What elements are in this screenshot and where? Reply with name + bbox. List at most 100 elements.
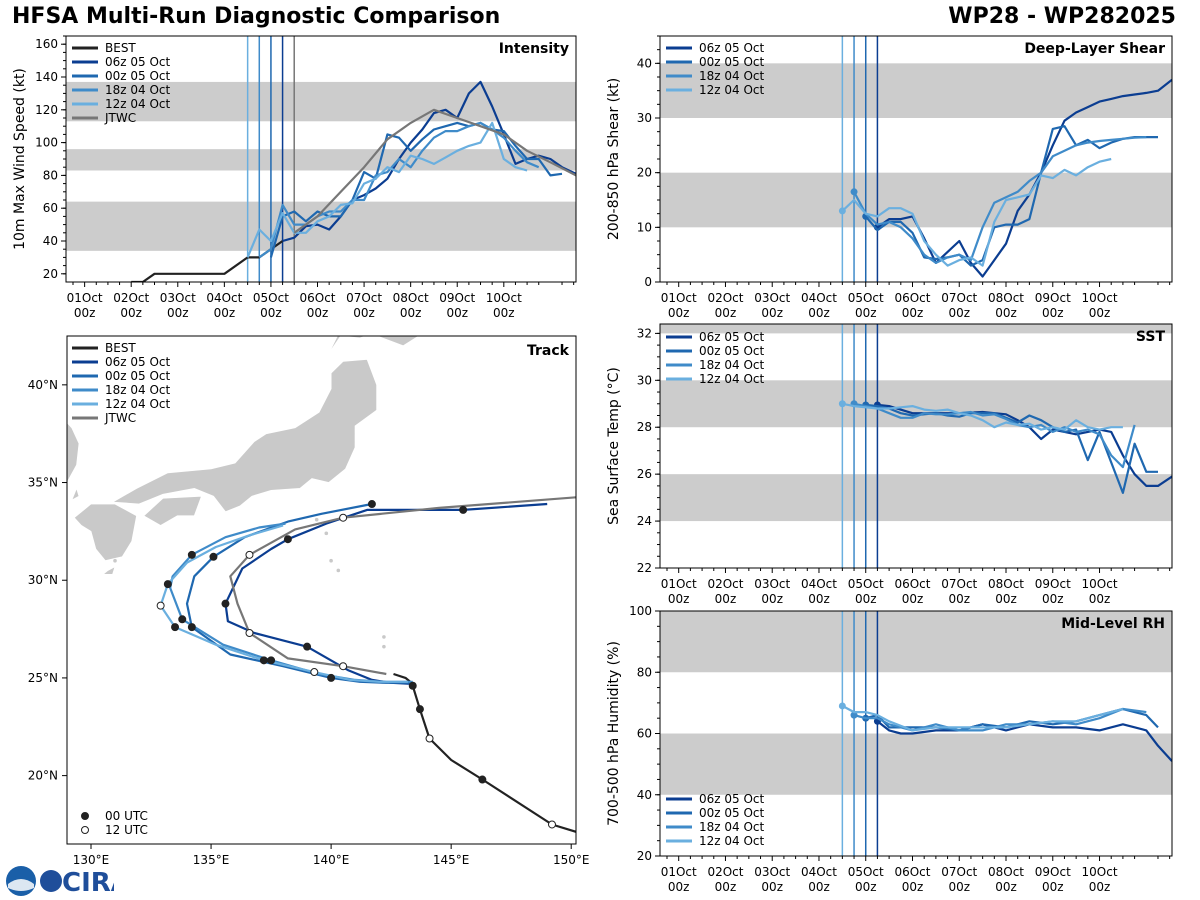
shear-ytick-label: 30 bbox=[637, 111, 652, 125]
track-marker-00utc bbox=[187, 623, 196, 632]
track-marker-legend-label: 00 UTC bbox=[105, 809, 148, 823]
sst-xtick-label-hour: 00z bbox=[668, 592, 690, 606]
shear-xtick-label-hour: 00z bbox=[855, 306, 877, 320]
intensity-xtick-label-hour: 00z bbox=[446, 306, 468, 320]
land-shape-1 bbox=[143, 495, 203, 526]
track-marker-legend-symbol bbox=[81, 826, 89, 834]
sst-ytick-label: 26 bbox=[637, 467, 652, 481]
track-plot-area bbox=[67, 336, 594, 833]
rh-xtick-label-hour: 00z bbox=[1042, 880, 1064, 894]
track-marker-00utc bbox=[209, 552, 218, 561]
track-ytick-label: 35°N bbox=[28, 476, 58, 490]
rh-panel: 2040608010001Oct00z02Oct00z03Oct00z04Oct… bbox=[606, 604, 1173, 894]
track-marker-00utc bbox=[283, 535, 292, 544]
intensity-legend-label: BEST bbox=[105, 41, 136, 55]
track-marker-00utc bbox=[187, 550, 196, 559]
rh-xtick-label: 03Oct bbox=[754, 865, 790, 879]
track-marker-12utc bbox=[339, 662, 348, 671]
sst-xtick-label: 04Oct bbox=[801, 577, 837, 591]
track-marker-00utc bbox=[367, 500, 376, 509]
track-marker-00utc bbox=[221, 599, 230, 608]
shear-ytick-label: 20 bbox=[637, 166, 652, 180]
shear-xtick-label: 01Oct bbox=[661, 291, 697, 305]
track-marker-12utc bbox=[587, 493, 594, 500]
track-marker-00utc bbox=[163, 580, 172, 589]
track-marker-00utc bbox=[178, 615, 187, 624]
sst-xtick-label-hour: 00z bbox=[855, 592, 877, 606]
rh-ytick-label: 60 bbox=[637, 727, 652, 741]
shear-band-0 bbox=[660, 172, 1172, 228]
rh-series-06z-05-oct bbox=[876, 720, 1172, 762]
intensity-xtick-label-hour: 00z bbox=[353, 306, 375, 320]
rh-start-point-12z-04-oct bbox=[838, 702, 846, 710]
rh-start-point-18z-04-oct bbox=[850, 711, 858, 719]
sst-xtick-label-hour: 00z bbox=[1042, 592, 1064, 606]
rh-xtick-label-hour: 00z bbox=[715, 880, 737, 894]
intensity-legend-label: 06z 05 Oct bbox=[105, 55, 171, 69]
intensity-ytick-label: 60 bbox=[43, 201, 58, 215]
rh-ytick-label: 40 bbox=[637, 788, 652, 802]
globe-icon bbox=[40, 870, 62, 892]
sst-ytick-label: 24 bbox=[637, 514, 652, 528]
sst-xtick-label: 03Oct bbox=[754, 577, 790, 591]
shear-xtick-label-hour: 00z bbox=[761, 306, 783, 320]
track-marker-legend-label: 12 UTC bbox=[105, 823, 148, 837]
sst-series-18z-04-oct bbox=[853, 402, 1136, 469]
rh-legend-label: 18z 04 Oct bbox=[699, 820, 765, 834]
shear-ytick-label: 0 bbox=[644, 275, 652, 289]
track-line-best bbox=[393, 672, 576, 833]
sst-ytick-label: 28 bbox=[637, 420, 652, 434]
sst-xtick-label: 05Oct bbox=[848, 577, 884, 591]
sst-ylabel: Sea Surface Temp (°C) bbox=[606, 367, 622, 525]
shear-xtick-label: 03Oct bbox=[754, 291, 790, 305]
track-marker-12utc bbox=[245, 550, 254, 559]
sst-series-12z-04-oct bbox=[842, 402, 1123, 431]
intensity-plot-area bbox=[66, 36, 576, 282]
storm-id-title: WP28 - WP282025 bbox=[948, 4, 1176, 29]
intensity-band-1 bbox=[66, 149, 576, 171]
island-0 bbox=[314, 517, 319, 522]
sst-frame bbox=[659, 323, 1173, 569]
rh-ytick-label: 20 bbox=[637, 849, 652, 863]
track-line-jtwc bbox=[229, 496, 576, 676]
rh-xtick-label: 06Oct bbox=[894, 865, 930, 879]
sst-xtick-label: 06Oct bbox=[894, 577, 930, 591]
land-shape-4 bbox=[67, 422, 80, 483]
shear-xtick-label: 05Oct bbox=[848, 291, 884, 305]
intensity-ytick-label: 40 bbox=[43, 234, 58, 248]
rh-xtick-label-hour: 00z bbox=[668, 880, 690, 894]
track-ytick-label: 20°N bbox=[28, 769, 58, 783]
intensity-xtick-label: 02Oct bbox=[113, 291, 149, 305]
track-ytick-label: 25°N bbox=[28, 671, 58, 685]
intensity-xtick-label-hour: 00z bbox=[74, 306, 96, 320]
track-legend-label: BEST bbox=[105, 341, 136, 355]
shear-xtick-label-hour: 00z bbox=[808, 306, 830, 320]
intensity-xtick-label: 09Oct bbox=[439, 291, 475, 305]
shear-xtick-label-hour: 00z bbox=[668, 306, 690, 320]
intensity-legend-label: JTWC bbox=[104, 111, 136, 125]
track-panel: 130°E 135°E 140°E 145°E 150°E 20°N 25°N 30°N 35°… bbox=[28, 335, 594, 867]
intensity-xtick-label-hour: 00z bbox=[167, 306, 189, 320]
intensity-xtick-label: 08Oct bbox=[393, 291, 429, 305]
intensity-ytick-label: 20 bbox=[43, 267, 58, 281]
track-xtick-label: 145°E bbox=[433, 853, 470, 867]
track-marker-00utc bbox=[478, 775, 487, 784]
shear-legend-label: 12z 04 Oct bbox=[699, 83, 765, 97]
rh-xtick-label-hour: 00z bbox=[948, 880, 970, 894]
rh-xtick-label: 09Oct bbox=[1035, 865, 1071, 879]
track-legend-label: 06z 05 Oct bbox=[105, 355, 171, 369]
sst-band-1 bbox=[660, 380, 1172, 428]
sst-title: SST bbox=[1136, 329, 1166, 345]
shear-xtick-label-hour: 00z bbox=[1089, 306, 1111, 320]
rh-ylabel: 700-500 hPa Humidity (%) bbox=[606, 641, 622, 826]
intensity-xtick-label-hour: 00z bbox=[214, 306, 236, 320]
shear-xtick-label: 09Oct bbox=[1035, 291, 1071, 305]
track-marker-00utc bbox=[408, 681, 417, 690]
rh-xtick-label: 05Oct bbox=[848, 865, 884, 879]
track-marker-12utc bbox=[547, 820, 556, 829]
island-4 bbox=[382, 635, 386, 639]
rh-xtick-label-hour: 00z bbox=[855, 880, 877, 894]
sst-legend-label: 12z 04 Oct bbox=[699, 372, 765, 386]
sst-panel: 22242628303201Oct00z02Oct00z03Oct00z04Oc… bbox=[606, 323, 1173, 606]
